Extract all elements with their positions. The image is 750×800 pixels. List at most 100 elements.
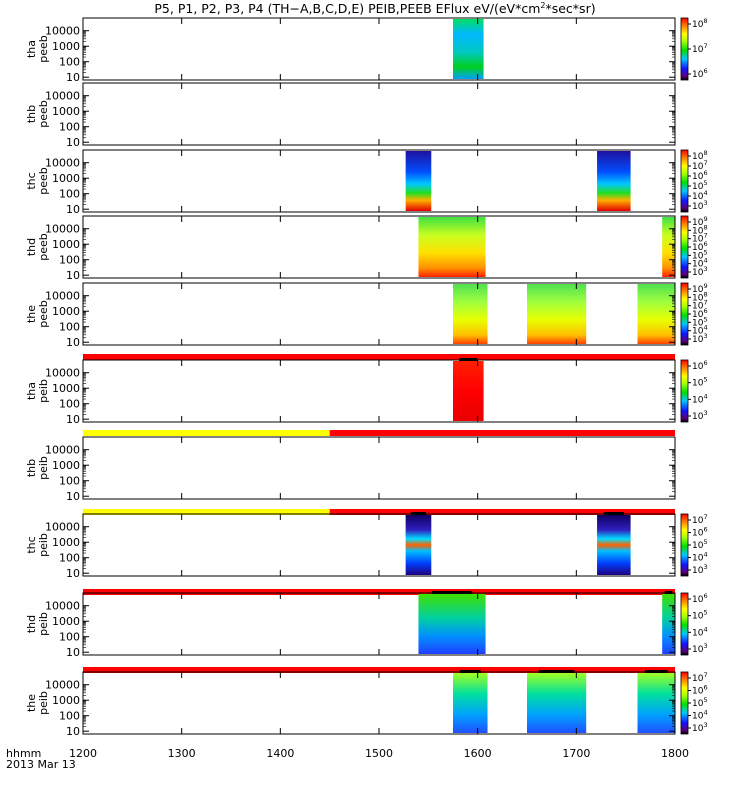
spectrogram-block: [527, 673, 587, 733]
plot-title: P5, P1, P2, P3, P4 (TH−A,B,C,D,E) PEIB,P…: [154, 1, 595, 16]
spectrogram-block: [453, 19, 484, 79]
y-tick-label: 100: [59, 552, 80, 565]
colorbar-tick-exp: 6: [703, 240, 707, 248]
colorbar-tick-label: 107: [692, 232, 708, 245]
x-tick-label: 1400: [266, 747, 294, 760]
colorbar-tick-base: 10: [692, 218, 704, 228]
spectrogram-block: [597, 151, 631, 211]
panel-label-probe: the: [25, 694, 38, 712]
colorbar-tick-exp: 9: [703, 215, 707, 223]
colorbar-tick-label: 106: [692, 526, 708, 539]
colorbar-tick-base: 10: [692, 285, 704, 295]
panel-label-product: peeb: [37, 35, 50, 63]
panel-label: thapeeb: [25, 35, 50, 63]
colorbar-tick-base: 10: [692, 202, 704, 212]
colorbar-tick-base: 10: [692, 226, 704, 236]
y-tick-label: 10: [66, 646, 80, 659]
y-tick-label: 10000: [45, 444, 80, 457]
colorbar-tick-label: 109: [692, 282, 708, 295]
colorbar-tick-base: 10: [692, 327, 704, 337]
colorbar-tick-label: 108: [692, 290, 708, 303]
colorbar-gradient: [680, 592, 689, 656]
colorbar-tick-exp: 5: [703, 376, 707, 384]
y-tick-label: 100: [59, 56, 80, 69]
colorbar-tick-base: 10: [692, 645, 704, 655]
colorbar-tick-exp: 3: [703, 199, 707, 207]
colorbar-tick-base: 10: [692, 192, 704, 202]
spectrogram-block: [597, 515, 631, 575]
colorbar-tick-base: 10: [692, 318, 704, 328]
x-tick-label: 1800: [661, 747, 689, 760]
colorbar-tick-label: 104: [692, 324, 708, 337]
colorbar-tick-exp: 8: [703, 17, 707, 25]
colorbar-gradient: [680, 359, 689, 423]
spectrogram-block: [453, 673, 488, 733]
colorbar-tick-base: 10: [692, 712, 704, 722]
panel-label-probe: tha: [25, 382, 38, 400]
y-tick-label: 100: [59, 254, 80, 267]
colorbar-tick-label: 105: [692, 538, 708, 551]
y-tick-label: 10000: [45, 290, 80, 303]
colorbar-tick-label: 107: [692, 671, 708, 684]
y-tick-label: 100: [59, 398, 80, 411]
y-tick-label: 10: [66, 413, 80, 426]
status-bar-segment: [329, 430, 675, 436]
panel-label-product: peeb: [37, 100, 50, 128]
colorbar-tick-exp: 7: [703, 42, 707, 50]
colorbar-tick-base: 10: [692, 674, 704, 684]
colorbar-tick-label: 105: [692, 696, 708, 709]
colorbar-tick-exp: 3: [703, 409, 707, 417]
y-tick-label: 1000: [52, 694, 80, 707]
colorbar-tick-exp: 8: [703, 149, 707, 157]
colorbar-tick-exp: 5: [703, 609, 707, 617]
colorbar-tick-label: 103: [692, 563, 708, 576]
x-tick-label: 1200: [69, 747, 97, 760]
colorbar-tick-label: 103: [692, 721, 708, 734]
plot-title-sup: 2: [540, 1, 545, 10]
spectrogram-block: [637, 284, 675, 344]
panel-frame: [82, 149, 676, 213]
status-bar-segment: [83, 667, 675, 673]
colorbar-tick-label: 107: [692, 513, 708, 526]
colorbar-tick-exp: 6: [703, 526, 707, 534]
colorbar-tick-base: 10: [692, 268, 704, 278]
colorbar-tick-base: 10: [692, 302, 704, 312]
colorbar-tick-exp: 4: [703, 709, 707, 717]
colorbar-tick-exp: 4: [703, 392, 707, 400]
y-tick-label: 10: [66, 203, 80, 216]
colorbar-tick-label: 105: [692, 179, 708, 192]
colorbar-tick-exp: 6: [703, 592, 707, 600]
panel-label: thbpeib: [25, 456, 50, 480]
colorbar-tick-label: 106: [692, 307, 708, 320]
colorbar-tick-base: 10: [692, 182, 704, 192]
panel-label-probe: thc: [25, 536, 38, 553]
status-bar-segment: [329, 509, 675, 515]
x-tick-label: 1600: [464, 747, 492, 760]
colorbar-tick-exp: 3: [703, 563, 707, 571]
panel-thd-peeb: 10100100010000thdpeeb1091081071061051041…: [25, 215, 708, 282]
panel-label: thbpeeb: [25, 100, 50, 128]
y-tick-label: 1000: [52, 40, 80, 53]
panel-label-product: peib: [37, 691, 50, 715]
panel-frame: [82, 513, 676, 577]
x-tick-label: 1300: [168, 747, 196, 760]
panel-label-product: peib: [37, 533, 50, 557]
y-tick-label: 1000: [52, 172, 80, 185]
colorbar-tick-label: 104: [692, 551, 708, 564]
panel-label-probe: tha: [25, 40, 38, 58]
colorbar-tick-base: 10: [692, 566, 704, 576]
colorbar-tick-base: 10: [692, 687, 704, 697]
colorbar-tick-base: 10: [692, 699, 704, 709]
colorbar-tick-label: 103: [692, 265, 708, 278]
status-bar-segment: [83, 430, 330, 436]
colorbar-tick-exp: 5: [703, 315, 707, 323]
colorbar-tick-label: 103: [692, 409, 708, 422]
colorbar-tick-label: 106: [692, 684, 708, 697]
